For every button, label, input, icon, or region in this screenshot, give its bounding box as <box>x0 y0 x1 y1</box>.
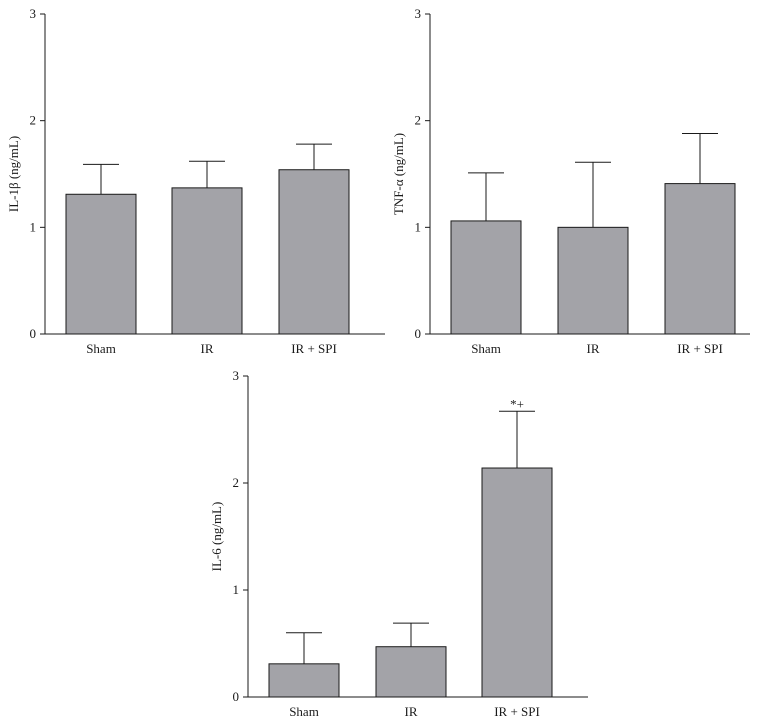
bar-3 <box>664 183 736 335</box>
y-tick-label: 2 <box>30 113 37 128</box>
y-axis-title: IL-6 (ng/mL) <box>209 502 224 572</box>
category-label: Sham <box>86 341 116 356</box>
y-tick-label: 0 <box>415 326 422 341</box>
chart-panel-3: 0 1 2 3 IL-6 (ng/mL) Sham IR IR + SPI *+ <box>209 368 588 719</box>
bar-1 <box>450 220 522 335</box>
y-tick-label: 3 <box>30 6 37 21</box>
y-axis-title: IL-1β (ng/mL) <box>6 136 21 212</box>
y-tick-label: 2 <box>233 475 240 490</box>
bar-1 <box>268 663 340 698</box>
y-tick-label: 1 <box>233 582 240 597</box>
category-label: Sham <box>289 704 319 719</box>
significance-annotation: *+ <box>510 396 524 411</box>
chart-panel-1: 0 1 2 3 IL-1β (ng/mL) Sham IR IR + SPI <box>6 6 385 356</box>
bar-1 <box>65 193 137 335</box>
category-label: IR + SPI <box>494 704 540 719</box>
bar-3 <box>481 467 553 698</box>
bar-3 <box>278 169 350 335</box>
bar-2 <box>171 187 243 335</box>
category-label: IR <box>587 341 600 356</box>
y-tick-label: 3 <box>233 368 240 383</box>
y-tick-label: 1 <box>30 219 37 234</box>
y-tick-label: 0 <box>30 326 37 341</box>
category-label: IR <box>201 341 214 356</box>
y-tick-label: 2 <box>415 113 422 128</box>
y-axis-title: TNF-α (ng/mL) <box>391 133 406 215</box>
bar-2 <box>557 226 629 335</box>
bar-2 <box>375 646 447 698</box>
y-tick-label: 0 <box>233 689 240 704</box>
category-label: IR + SPI <box>291 341 337 356</box>
category-label: Sham <box>471 341 501 356</box>
y-tick-label: 1 <box>415 219 422 234</box>
chart-panel-2: 0 1 2 3 TNF-α (ng/mL) Sham IR IR + SPI <box>391 6 750 356</box>
y-tick-label: 3 <box>415 6 422 21</box>
category-label: IR + SPI <box>677 341 723 356</box>
category-label: IR <box>405 704 418 719</box>
